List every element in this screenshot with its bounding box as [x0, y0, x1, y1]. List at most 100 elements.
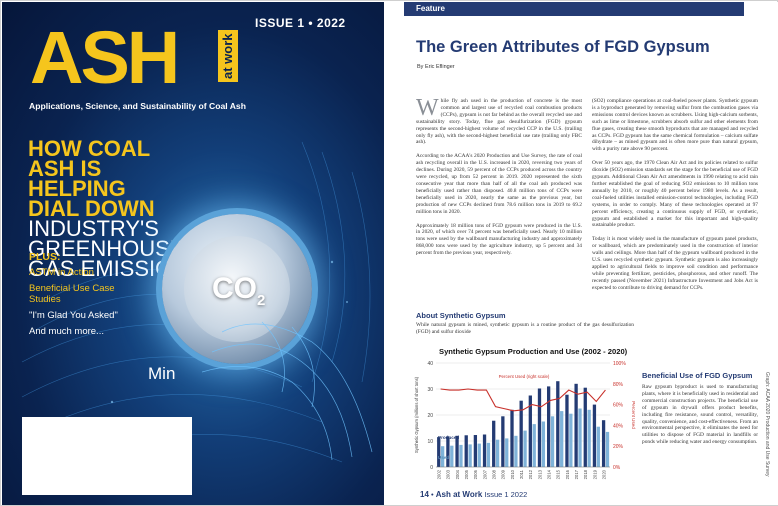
cover-headline: HOW COAL ASH IS HELPING DIAL DOWN INDUST…: [28, 136, 208, 281]
bar-used: [587, 409, 591, 467]
headline-line: DIAL DOWN: [28, 196, 155, 221]
issue-label: ISSUE 1 • 2022: [255, 16, 346, 30]
plus-item: Beneficial Use Case Studies: [29, 283, 115, 305]
bar-used: [532, 424, 536, 467]
page-footer: 14 • Ash at Work Issue 1 2022: [420, 490, 527, 499]
x-tick-label: 2008: [492, 469, 497, 479]
y2-tick-label: 20%: [613, 444, 624, 450]
subhead-synthetic-gypsum: About Synthetic Gypsum: [416, 311, 506, 320]
x-tick-label: 2009: [501, 469, 506, 479]
footer-magazine: Ash at Work: [435, 490, 483, 499]
x-tick-label: 2002: [437, 469, 442, 479]
paragraph: Raw gypsum byproduct is used to manufact…: [642, 384, 758, 446]
x-tick-label: 2016: [565, 469, 570, 479]
headline-line: ASH IS: [28, 156, 102, 181]
bar-used: [459, 444, 463, 467]
bar-produced: [601, 420, 606, 467]
bar-produced: [556, 381, 560, 467]
x-tick-label: 2006: [473, 469, 478, 479]
magazine-logo: ASH: [30, 16, 180, 99]
bar-produced: [501, 416, 505, 467]
x-tick-label: 2014: [546, 469, 551, 479]
bar-used: [560, 411, 564, 467]
x-tick-label: 2007: [482, 469, 487, 479]
bar-used: [505, 438, 509, 467]
paragraph: While natural gypsum is mined, synthetic…: [416, 322, 634, 335]
gypsum-chart: 0 10 20 30 40 0% 20% 40% 60% 80% 100% Synthetic Gyp…: [414, 361, 636, 479]
y2-tick-label: 60%: [613, 403, 624, 409]
article-byline: By Eric Eflinger: [417, 64, 455, 70]
subhead-beneficial-use: Beneficial Use of FGD Gypsum: [642, 371, 753, 380]
bar-used: [523, 430, 527, 467]
bar-used: [468, 444, 472, 467]
co2-subscript: 2: [257, 292, 266, 309]
paragraph: Today it is most widely used in the manu…: [592, 236, 758, 291]
bar-produced: [546, 386, 551, 467]
bar-used: [477, 443, 481, 467]
cover-page: ISSUE 1 • 2022 ASH at work Applications,…: [2, 2, 384, 505]
x-tick-label: 2015: [556, 469, 561, 479]
headline-line: HOW COAL: [28, 136, 151, 161]
bar-produced: [574, 383, 578, 467]
chart-title: Synthetic Gypsum Production and Use (200…: [439, 347, 628, 356]
y2-tick-label: 80%: [613, 382, 624, 388]
y-tick-label: 20: [427, 413, 433, 419]
bar-used: [514, 435, 518, 467]
headline-line: HELPING: [28, 176, 126, 201]
paragraph: According to the ACAA's 2020 Production …: [416, 153, 582, 215]
bar-produced: [565, 394, 569, 467]
bar-produced: [519, 400, 523, 467]
paragraph: (SO2) compliance operations at coal-fuel…: [592, 98, 758, 153]
y-tick-label: 10: [427, 439, 433, 445]
x-tick-label: 2012: [528, 469, 533, 479]
bar-used: [578, 408, 582, 467]
x-tick-label: 2003: [446, 469, 451, 479]
x-tick-label: 2011: [519, 469, 524, 479]
plus-item: ASTM in Action: [29, 267, 94, 278]
x-tick-label: 2010: [510, 469, 515, 479]
co2-label: CO2: [212, 272, 266, 309]
section-bar: [404, 2, 744, 16]
x-tick-label: 2013: [537, 469, 542, 479]
paragraph: Over 50 years ago, the 1970 Clean Air Ac…: [592, 160, 758, 229]
co2-dial: CO2: [162, 214, 312, 364]
article-column-1b: While natural gypsum is mined, synthetic…: [416, 322, 634, 343]
article-column-3: Raw gypsum byproduct is used to manufact…: [642, 384, 758, 453]
paragraph: Approximately 18 million tons of FGD gyp…: [416, 222, 582, 257]
bar-used: [541, 421, 546, 467]
graph-credit: Graph: ACAA 2020 Production and Use Surv…: [764, 372, 770, 477]
bar-used: [495, 439, 500, 467]
y2-axis-label: Percent Used: [631, 401, 636, 429]
headline-line: GAS EMISSIONS: [28, 256, 203, 281]
legend-percent: Percent Used (right scale): [499, 374, 550, 379]
headline-line: INDUSTRY'S: [28, 216, 159, 241]
y2-tick-label: 100%: [613, 361, 626, 367]
article-title: The Green Attributes of FGD Gypsum: [416, 38, 710, 56]
plus-item: "I'm Glad You Asked": [29, 310, 118, 321]
bar-used: [486, 442, 491, 467]
bar-produced: [437, 437, 441, 467]
bar-produced: [482, 434, 487, 467]
headline-line: GREENHOUSE: [28, 236, 185, 261]
footer-issue: Issue 1 2022: [484, 490, 528, 499]
hand-graphic: [202, 321, 373, 461]
x-tick-label: 2018: [583, 469, 588, 479]
x-tick-label: 2005: [464, 469, 469, 479]
cover-plus-list: PLUS: ASTM in Action Beneficial Use Case…: [29, 251, 139, 342]
y-axis-label: Synthetic Gypsum (millions of short tons…: [414, 376, 419, 453]
mailing-label-area: [22, 417, 192, 495]
bar-produced: [537, 388, 542, 467]
bar-produced: [492, 420, 496, 467]
x-tick-label: 2019: [592, 469, 597, 479]
x-tick-label: 2017: [574, 469, 579, 479]
y-tick-label: 40: [427, 361, 433, 367]
plus-item: And much more...: [29, 326, 104, 337]
y2-tick-label: 0%: [613, 465, 621, 471]
drop-cap: W: [416, 95, 439, 121]
bar-used: [450, 445, 454, 467]
article-page: Feature The Green Attributes of FGD Gyps…: [386, 2, 778, 505]
plus-heading: PLUS:: [29, 251, 61, 263]
percent-used-line: [440, 388, 606, 412]
